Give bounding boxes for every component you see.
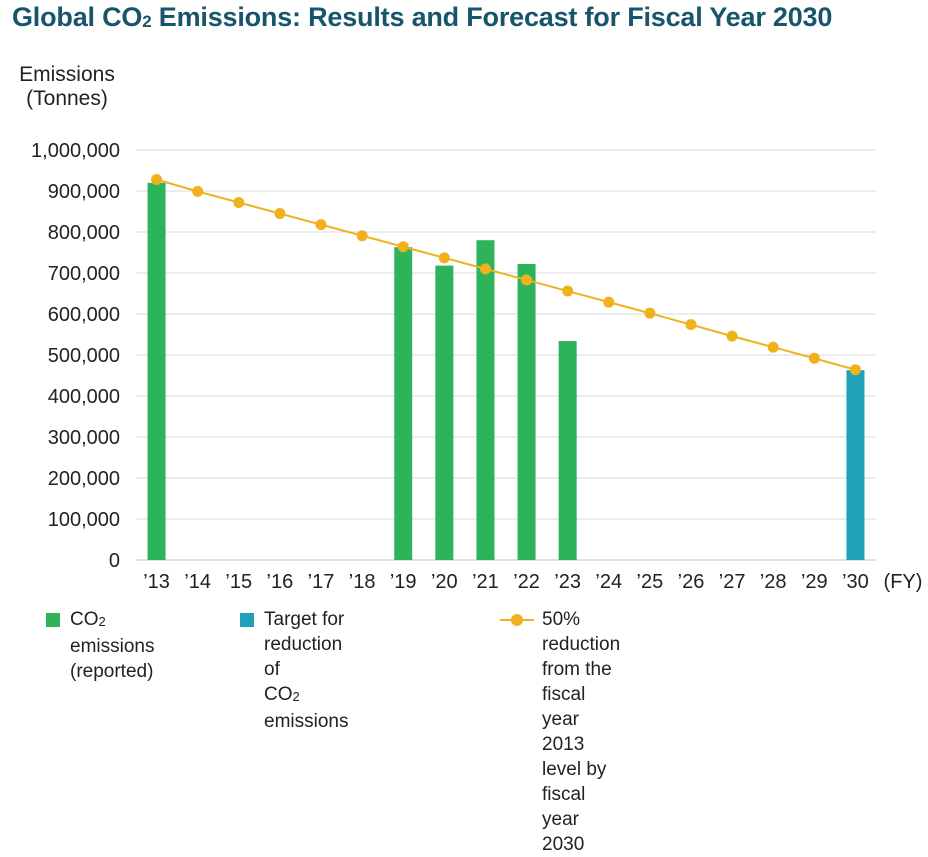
- reduction-point: [849, 364, 861, 376]
- bar-target: [846, 370, 865, 560]
- bar-reported: [517, 263, 536, 560]
- x-tick-label: ’17: [308, 571, 335, 593]
- reduction-point: [562, 285, 574, 297]
- x-tick-label: ’14: [184, 571, 211, 593]
- y-axis-label-line1: Emissions: [19, 63, 115, 86]
- chart-canvas: 0 100,000 200,000 300,000 400,000 500,000 600,…: [31, 140, 923, 593]
- x-tick-label: ’27: [719, 571, 746, 593]
- reduction-point: [685, 319, 697, 331]
- reduction-point: [726, 330, 738, 342]
- x-tick-label: ’13: [143, 571, 170, 593]
- x-tick-label: ’18: [349, 571, 376, 593]
- x-tick-label: ’16: [267, 571, 294, 593]
- bar-reported: [147, 182, 166, 561]
- chart-title: Global CO2 Emissions: Results and Foreca…: [12, 2, 832, 33]
- y-tick-label: 600,000: [48, 304, 120, 326]
- y-tick-label: 800,000: [48, 222, 120, 244]
- x-tick-label: ’29: [801, 571, 828, 593]
- y-axis-label: Emissions (Tonnes): [12, 63, 122, 111]
- reduction-point: [767, 341, 779, 353]
- y-tick-label: 0: [109, 550, 120, 572]
- x-tick-label: ’24: [595, 571, 622, 593]
- reduction-point: [397, 241, 409, 253]
- y-tick-label: 200,000: [48, 468, 120, 490]
- x-tick-label: ’30: [842, 571, 869, 593]
- reduction-point: [808, 352, 820, 364]
- title-subscript: 2: [142, 12, 152, 31]
- title-text: Global CO: [12, 2, 143, 32]
- reduction-point: [521, 274, 533, 286]
- x-tick-label: ’26: [678, 571, 705, 593]
- title-text-rest: Emissions: Results and Forecast for Fisc…: [151, 2, 833, 32]
- y-tick-label: 400,000: [48, 386, 120, 408]
- reduction-point: [233, 196, 245, 208]
- x-tick-label: ’21: [472, 571, 499, 593]
- bar-reported: [476, 240, 495, 560]
- reduction-point: [192, 185, 204, 197]
- bar-reported: [394, 247, 413, 561]
- legend-swatch-dot: [511, 614, 523, 626]
- x-tick-label: ’23: [554, 571, 581, 593]
- y-tick-label: 100,000: [48, 509, 120, 531]
- y-tick-label: 1,000,000: [31, 140, 120, 162]
- x-tick-label: ’20: [431, 571, 458, 593]
- y-tick-label: 900,000: [48, 181, 120, 203]
- x-tick-label: ’28: [760, 571, 787, 593]
- y-axis-label-line2: (Tonnes): [26, 87, 108, 110]
- y-tick-label: 700,000: [48, 263, 120, 285]
- legend: CO2 emissions (reported) Target for redu…: [0, 607, 928, 855]
- bar-reported: [558, 341, 577, 560]
- reduction-point: [151, 174, 163, 186]
- y-tick-label: 500,000: [48, 345, 120, 367]
- legend-label-reduction-line: 50% reduction from the fiscal year 2013 …: [542, 609, 621, 855]
- x-axis-unit-label: (FY): [884, 571, 923, 593]
- reduction-point: [274, 208, 286, 220]
- reduction-point: [356, 230, 368, 242]
- y-tick-label: 300,000: [48, 427, 120, 449]
- x-tick-label: ’19: [390, 571, 417, 593]
- x-tick-label: ’25: [637, 571, 664, 593]
- reduction-point: [479, 263, 491, 275]
- legend-swatch-target: [240, 613, 254, 627]
- reduction-point: [315, 219, 327, 231]
- x-tick-label: ’15: [225, 571, 252, 593]
- legend-swatch-reported: [46, 613, 60, 627]
- legend-label-reported: CO2 emissions (reported): [70, 609, 155, 682]
- reduction-point: [603, 296, 615, 308]
- legend-label-target: Target for reduction of CO2 emissions: [264, 609, 349, 732]
- reduction-point: [644, 307, 656, 319]
- bar-reported: [435, 265, 454, 560]
- x-tick-label: ’22: [513, 571, 540, 593]
- reduction-point: [438, 252, 450, 264]
- reduction-line: [156, 178, 856, 371]
